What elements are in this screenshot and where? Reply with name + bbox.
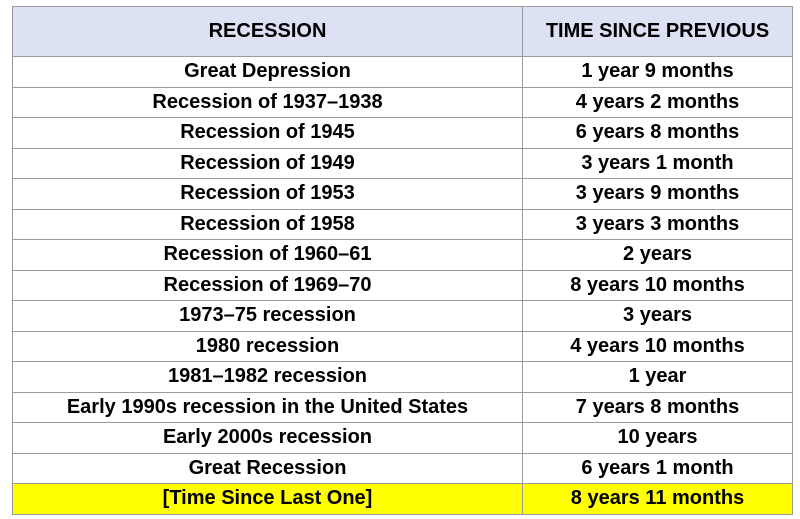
time-cell: 3 years [522,300,793,332]
time-cell: 8 years 10 months [522,269,793,301]
time-cell: 6 years 8 months [522,117,793,149]
time-cell: 3 years 9 months [522,178,793,210]
table-body: Great Depression 1 year 9 months Recession… [12,56,793,515]
recession-cell: Recession of 1949 [12,147,523,179]
table-row: Early 2000s recession 10 years [12,422,793,454]
time-cell: 4 years 2 months [522,86,793,118]
table-row: 1973–75 recession 3 years [12,300,793,332]
table-row: Recession of 1949 3 years 1 month [12,147,793,179]
time-cell: 1 year 9 months [522,56,793,88]
recession-cell: Great Recession [12,452,523,484]
time-cell: 6 years 1 month [522,452,793,484]
recession-cell: Early 2000s recession [12,422,523,454]
table-row: Recession of 1937–1938 4 years 2 months [12,86,793,118]
header-cell: RECESSION [12,6,523,57]
recession-cell: Recession of 1953 [12,178,523,210]
recession-cell: 1980 recession [12,330,523,362]
table-row: Great Recession 6 years 1 month [12,452,793,484]
table-row: Recession of 1960–61 2 years [12,239,793,271]
recession-cell: 1981–1982 recession [12,361,523,393]
time-cell: 3 years 1 month [522,147,793,179]
recession-cell: Recession of 1958 [12,208,523,240]
recession-cell: [Time Since Last One] [12,483,523,515]
table-row: Recession of 1958 3 years 3 months [12,208,793,240]
header-row: RECESSION TIME SINCE PREVIOUS [12,6,793,57]
recession-table: RECESSION TIME SINCE PREVIOUS Great Depr… [12,6,793,515]
table-header: RECESSION TIME SINCE PREVIOUS [12,6,793,57]
recession-cell: Recession of 1937–1938 [12,86,523,118]
recession-cell: Great Depression [12,56,523,88]
time-cell: 7 years 8 months [522,391,793,423]
table-row: Recession of 1969–70 8 years 10 months [12,269,793,301]
recession-cell: Recession of 1945 [12,117,523,149]
recession-cell: 1973–75 recession [12,300,523,332]
time-cell: 3 years 3 months [522,208,793,240]
header-cell: TIME SINCE PREVIOUS [522,6,793,57]
table-row: Recession of 1953 3 years 9 months [12,178,793,210]
recession-cell: Recession of 1960–61 [12,239,523,271]
recession-cell: Recession of 1969–70 [12,269,523,301]
table-row: 1981–1982 recession 1 year [12,361,793,393]
time-cell: 10 years [522,422,793,454]
table-row: [Time Since Last One] 8 years 11 months [12,483,793,515]
table-row: Great Depression 1 year 9 months [12,56,793,88]
table-row: Early 1990s recession in the United Stat… [12,391,793,423]
time-cell: 8 years 11 months [522,483,793,515]
time-cell: 4 years 10 months [522,330,793,362]
table-row: Recession of 1945 6 years 8 months [12,117,793,149]
table-row: 1980 recession 4 years 10 months [12,330,793,362]
time-cell: 2 years [522,239,793,271]
time-cell: 1 year [522,361,793,393]
recession-cell: Early 1990s recession in the United Stat… [12,391,523,423]
